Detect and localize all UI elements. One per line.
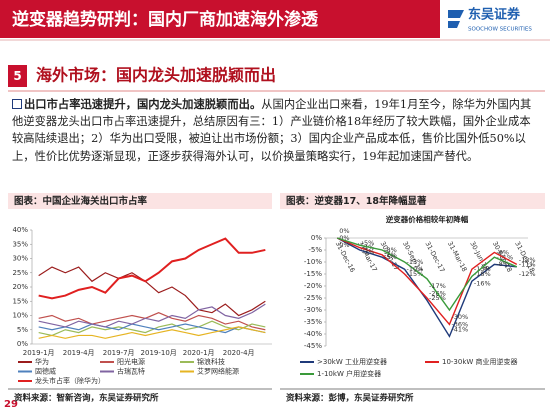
header-title: 逆变器趋势研判：国内厂商加速海外渗透 bbox=[12, 9, 319, 30]
value-label: -17% bbox=[429, 282, 446, 290]
y-tick-label: -5% bbox=[308, 246, 322, 254]
y-tick-label: -45% bbox=[304, 342, 322, 350]
legend-label: 锦浪科技 bbox=[197, 357, 225, 366]
caption-box bbox=[8, 193, 272, 209]
legend-label: 龙头市占率（除华为） bbox=[35, 376, 105, 385]
y-tick-label: 0% bbox=[311, 234, 322, 242]
legend-label: 10-30kW 商业用逆变器 bbox=[442, 357, 518, 366]
page-number-box bbox=[0, 397, 20, 412]
series-line bbox=[38, 326, 266, 339]
value-label: 0% bbox=[339, 241, 349, 249]
y-tick-label: -25% bbox=[304, 294, 322, 302]
x-tick-label: 31-Mar-18 bbox=[446, 240, 469, 273]
value-label: -6% bbox=[496, 248, 509, 256]
series-line bbox=[38, 266, 266, 317]
figure-caption: 图表：中国企业海关出口市占率 bbox=[14, 195, 148, 207]
body-lead: 出口市占率迅速提升，国内龙头加速脱颖而出。 bbox=[24, 97, 262, 111]
value-label: -11% bbox=[519, 260, 536, 268]
section-number: 5 bbox=[13, 69, 21, 83]
value-label: -36% bbox=[451, 320, 468, 328]
body-paragraph: 出口市占率迅速提升，国内龙头加速脱颖而出。从国内企业出口来看，19年1月至今，除… bbox=[12, 96, 540, 165]
value-label: -5% bbox=[384, 253, 397, 261]
chart-title: 逆变器价格相较年初降幅 bbox=[386, 214, 469, 224]
value-label: -25% bbox=[429, 294, 446, 302]
value-label: -41% bbox=[451, 325, 468, 333]
section-badge bbox=[8, 65, 27, 87]
value-label: 0% bbox=[339, 234, 349, 242]
value-label: -5% bbox=[362, 239, 375, 247]
legend-label: 艾罗网络能源 bbox=[197, 367, 239, 376]
logo-icon bbox=[448, 10, 464, 28]
y-tick-label: 20% bbox=[12, 283, 28, 291]
series-line bbox=[38, 323, 266, 334]
legend-label: 阳光电源 bbox=[117, 357, 145, 366]
series-line bbox=[38, 303, 266, 328]
x-tick-label: 2020-1月 bbox=[183, 349, 215, 357]
value-label: -12% bbox=[519, 270, 536, 278]
figure-source: 资料来源：智新咨询，东吴证券研究所 bbox=[14, 393, 159, 404]
logo-text: 东吴证券 bbox=[468, 7, 521, 23]
caption-box bbox=[280, 193, 545, 209]
x-tick-label: 2020-4月 bbox=[223, 349, 255, 357]
value-label: -8% bbox=[384, 246, 397, 254]
figure-source: 资料来源：彭博，东吴证券研究所 bbox=[286, 393, 414, 404]
logo-en: SOOCHOW SECURITIES bbox=[468, 27, 532, 33]
y-tick-label: 10% bbox=[12, 312, 28, 320]
bullet-box bbox=[12, 99, 22, 109]
x-tick-label: 2019-1月 bbox=[23, 349, 55, 357]
value-label: -12% bbox=[519, 256, 536, 264]
legend-label: 1-10kW 户用逆变器 bbox=[317, 369, 381, 378]
logo-area bbox=[440, 0, 550, 38]
value-label: -30% bbox=[451, 313, 468, 321]
x-tick-label: 2019-4月 bbox=[63, 349, 95, 357]
y-tick-label: 30% bbox=[12, 255, 28, 263]
legend-label: 固德威 bbox=[35, 367, 56, 376]
value-label: -13% bbox=[474, 265, 491, 273]
legend-label: >30kW 工业用逆变器 bbox=[317, 357, 387, 366]
series-line bbox=[38, 311, 266, 331]
y-tick-label: -30% bbox=[304, 306, 322, 314]
y-tick-label: -20% bbox=[304, 282, 322, 290]
y-tick-label: -10% bbox=[304, 258, 322, 266]
x-tick-label: 2019-7月 bbox=[103, 349, 135, 357]
y-tick-label: 25% bbox=[12, 269, 28, 277]
y-tick-label: 40% bbox=[12, 226, 28, 234]
page-number: 29 bbox=[4, 399, 18, 410]
y-tick-label: -15% bbox=[304, 270, 322, 278]
y-tick-label: 0% bbox=[17, 340, 28, 348]
legend-label: 华为 bbox=[35, 357, 49, 366]
figure-caption: 图表：逆变器17、18年降幅显著 bbox=[286, 195, 427, 207]
section-title: 海外市场：国内龙头加速脱颖而出 bbox=[36, 66, 276, 85]
value-label: 0% bbox=[339, 227, 349, 235]
legend-label: 古瑞瓦特 bbox=[117, 367, 145, 376]
y-tick-label: 15% bbox=[12, 297, 28, 305]
x-tick-label: 31-Dec-17 bbox=[423, 240, 446, 274]
y-tick-label: -40% bbox=[304, 330, 322, 338]
series-line bbox=[336, 237, 517, 338]
y-tick-label: 5% bbox=[17, 326, 28, 334]
series-line bbox=[337, 237, 518, 312]
series-line bbox=[38, 320, 266, 337]
value-label: -16% bbox=[474, 279, 491, 287]
series-line bbox=[38, 237, 266, 300]
series-line bbox=[336, 237, 518, 326]
value-label: -13% bbox=[407, 258, 424, 266]
value-label: -15% bbox=[407, 270, 424, 278]
y-tick-label: 35% bbox=[12, 240, 28, 248]
value-label: -18% bbox=[474, 270, 491, 278]
body-text: 从国内企业出口来看，19年1月至今，除华为外国内其他逆变器龙头出口市占率迅速提升… bbox=[12, 98, 532, 163]
y-tick-label: -35% bbox=[304, 318, 322, 326]
value-label: -3% bbox=[362, 248, 375, 256]
x-tick-label: 2019-10月 bbox=[141, 349, 177, 357]
value-label: -8% bbox=[496, 260, 509, 268]
value-label: -10% bbox=[407, 265, 424, 273]
